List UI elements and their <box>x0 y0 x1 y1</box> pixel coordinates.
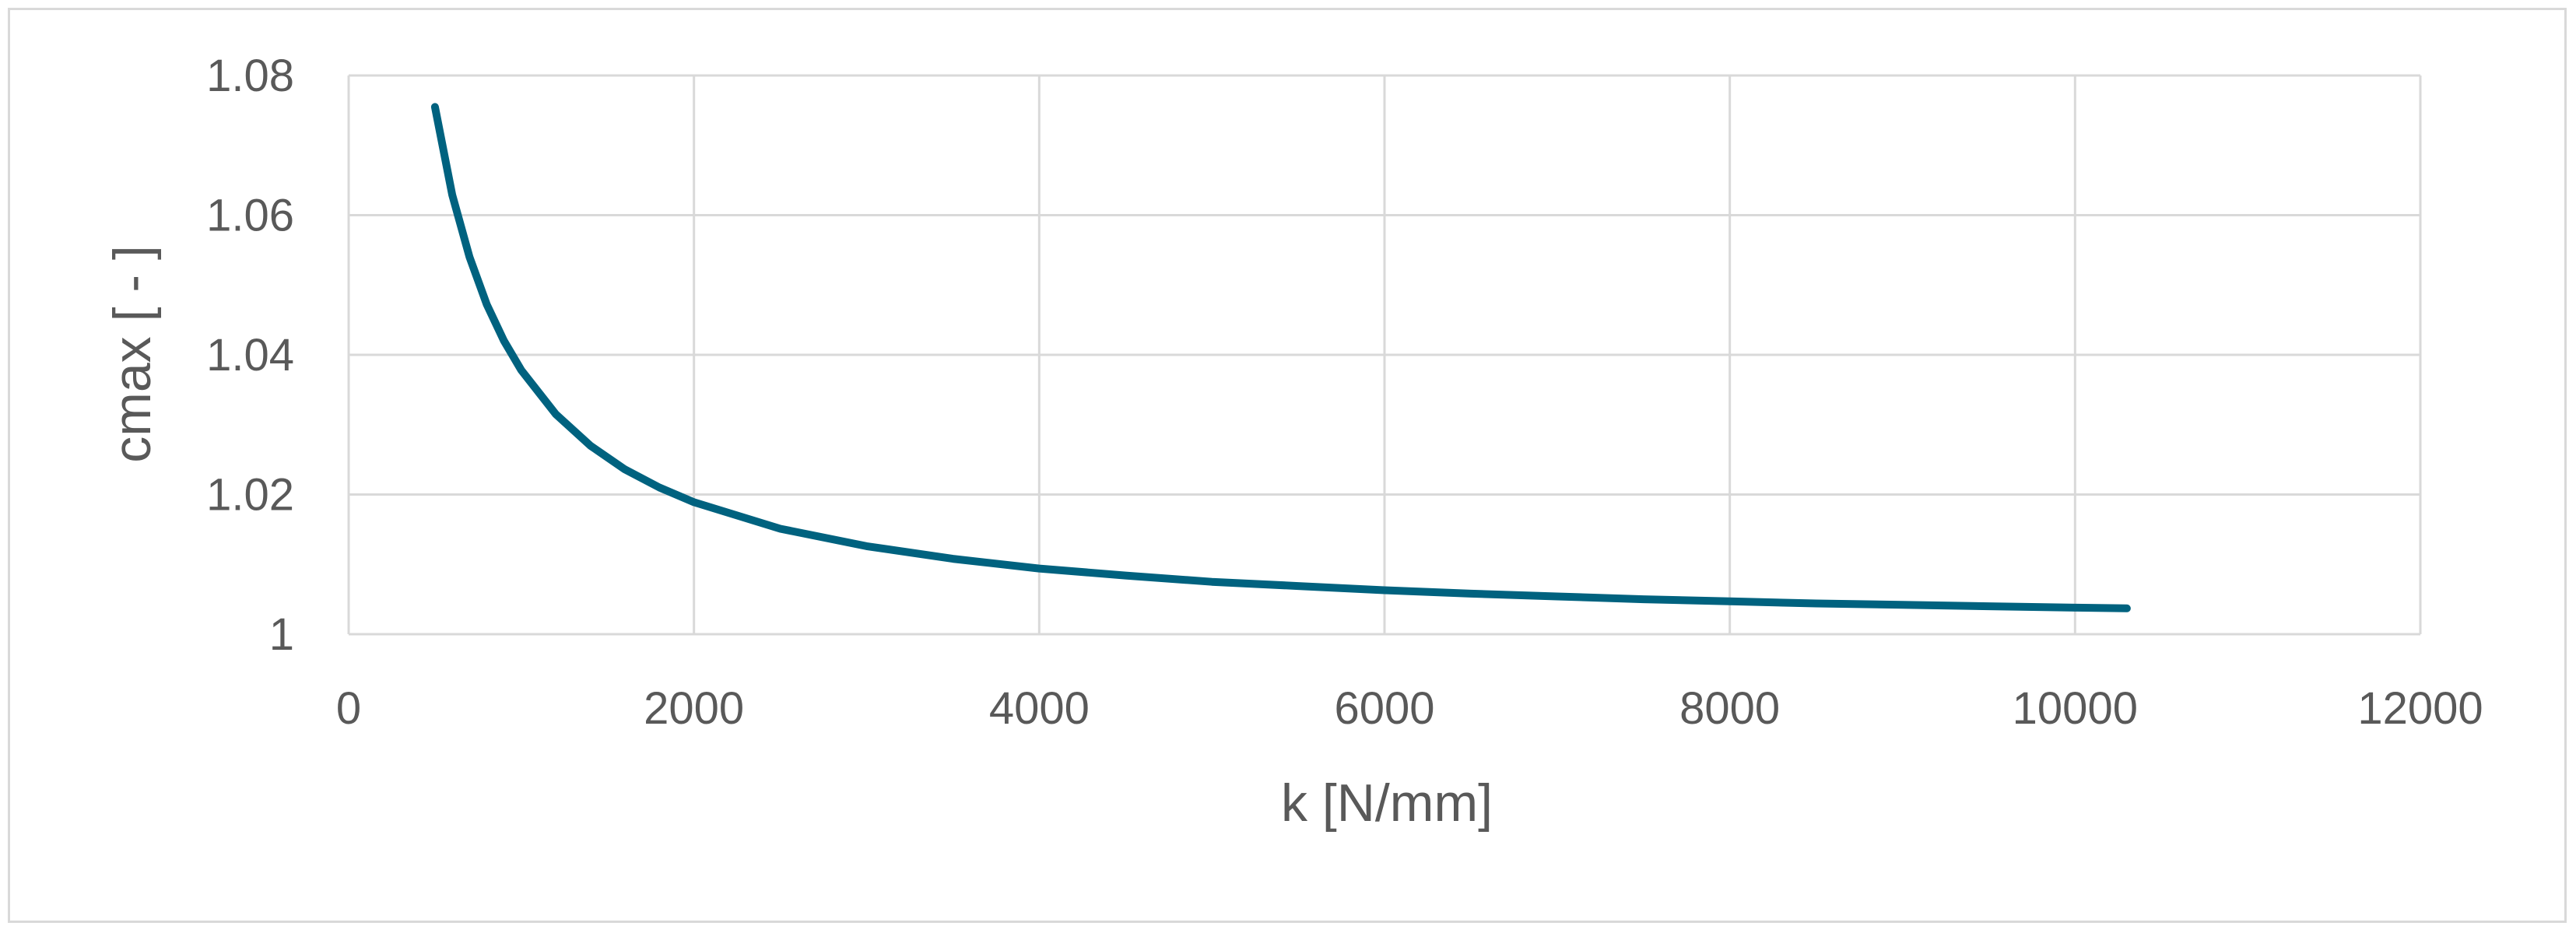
x-tick-label: 10000 <box>2013 683 2138 734</box>
grid-lines <box>349 75 2420 634</box>
x-tick-label: 4000 <box>989 683 1090 734</box>
x-axis-title: k [N/mm] <box>1281 773 1493 833</box>
series-layer <box>435 107 2127 608</box>
x-tick-label: 6000 <box>1334 683 1434 734</box>
y-tick-label: 1.04 <box>206 330 294 381</box>
y-axis-title: cmax [ - ] <box>103 245 162 463</box>
x-tick-label: 8000 <box>1679 683 1780 734</box>
series-line <box>435 107 2127 608</box>
x-tick-label: 0 <box>336 683 361 734</box>
x-tick-label: 2000 <box>644 683 744 734</box>
x-tick-label: 12000 <box>2357 683 2483 734</box>
tick-labels: 1 1.02 1.04 1.06 1.08 0 2000 4000 6000 8000 10000 1… <box>206 51 2483 734</box>
y-tick-label: 1.06 <box>206 191 294 241</box>
y-tick-label: 1.02 <box>206 470 294 521</box>
y-tick-label: 1 <box>269 609 294 660</box>
y-tick-label: 1.08 <box>206 51 294 101</box>
